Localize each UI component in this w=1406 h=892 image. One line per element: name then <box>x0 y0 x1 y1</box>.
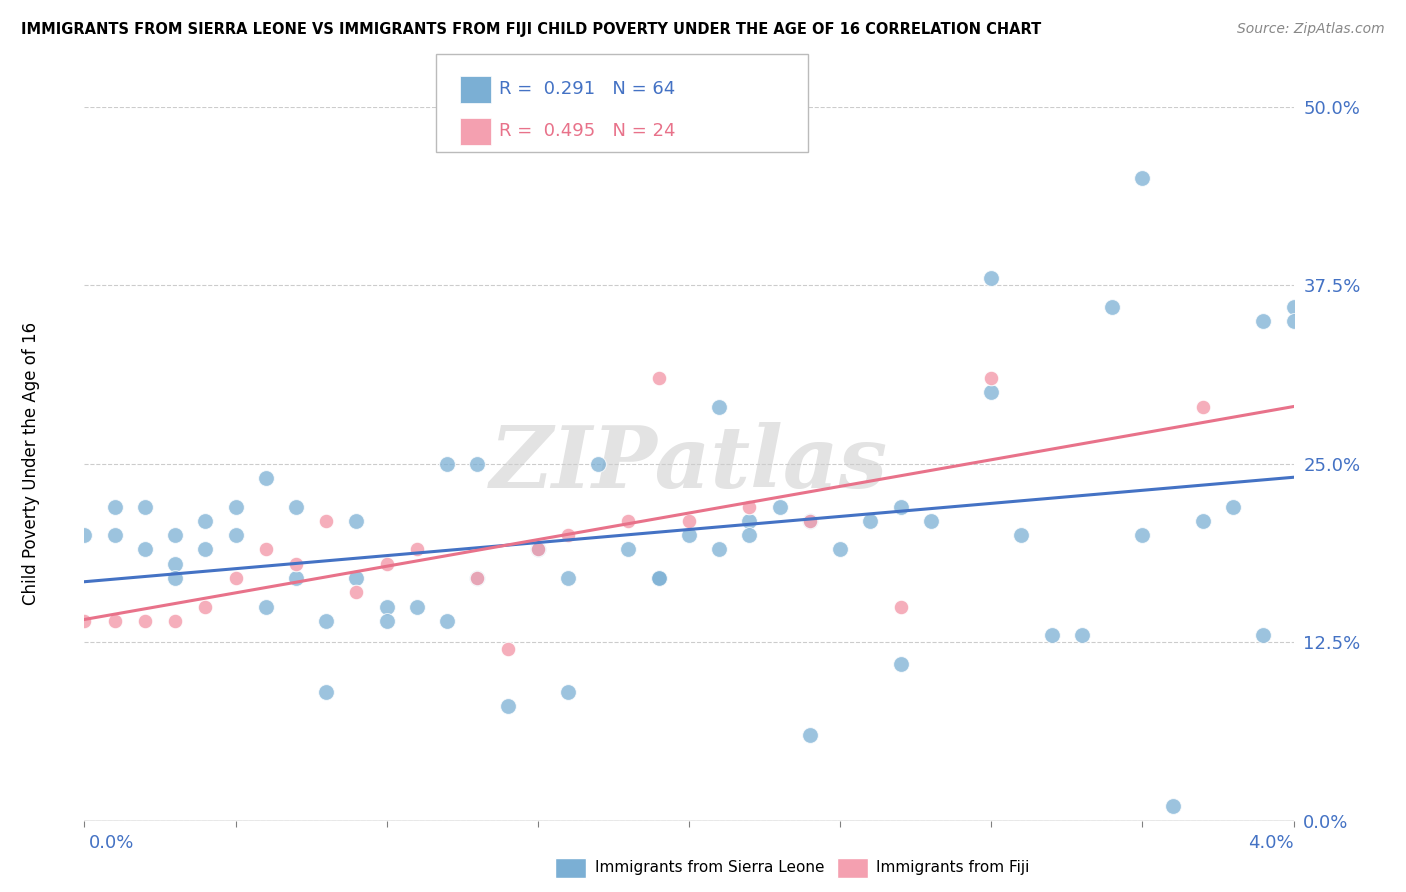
Point <box>467 571 489 585</box>
Point <box>165 571 187 585</box>
Text: R =  0.495   N = 24: R = 0.495 N = 24 <box>499 122 676 140</box>
Point <box>194 542 217 557</box>
Point <box>1282 300 1305 314</box>
Text: IMMIGRANTS FROM SIERRA LEONE VS IMMIGRANTS FROM FIJI CHILD POVERTY UNDER THE AGE: IMMIGRANTS FROM SIERRA LEONE VS IMMIGRAN… <box>21 22 1042 37</box>
Point <box>225 500 247 514</box>
Point <box>134 614 156 628</box>
Point <box>617 514 640 528</box>
Point <box>738 500 761 514</box>
Point <box>467 571 489 585</box>
Point <box>738 528 761 542</box>
Point <box>375 557 398 571</box>
Point <box>496 699 519 714</box>
Point <box>284 557 308 571</box>
Point <box>980 271 1002 285</box>
Text: 4.0%: 4.0% <box>1249 834 1294 852</box>
Point <box>890 599 912 614</box>
Point <box>1132 528 1154 542</box>
Point <box>284 571 308 585</box>
Point <box>254 599 277 614</box>
Point <box>194 514 217 528</box>
Point <box>225 571 247 585</box>
Point <box>315 614 337 628</box>
Point <box>920 514 942 528</box>
Point <box>104 614 127 628</box>
Point <box>315 685 337 699</box>
Point <box>165 528 187 542</box>
Point <box>709 542 731 557</box>
Point <box>406 599 429 614</box>
Point <box>1161 799 1184 814</box>
Point <box>1251 628 1274 642</box>
Point <box>527 542 550 557</box>
Point <box>617 542 640 557</box>
Point <box>346 571 368 585</box>
Text: R =  0.291   N = 64: R = 0.291 N = 64 <box>499 80 675 98</box>
Point <box>406 542 429 557</box>
Text: Child Poverty Under the Age of 16: Child Poverty Under the Age of 16 <box>22 322 39 606</box>
Point <box>375 614 398 628</box>
Point <box>890 657 912 671</box>
Text: Immigrants from Sierra Leone: Immigrants from Sierra Leone <box>595 860 824 874</box>
Point <box>1011 528 1033 542</box>
Point <box>254 542 277 557</box>
Point <box>1101 300 1123 314</box>
Point <box>527 542 550 557</box>
Point <box>1040 628 1063 642</box>
Point <box>165 557 187 571</box>
Point <box>1071 628 1094 642</box>
Point <box>104 500 127 514</box>
Point <box>225 528 247 542</box>
Point <box>315 514 337 528</box>
Point <box>73 528 96 542</box>
Point <box>647 371 671 385</box>
Point <box>104 528 127 542</box>
Point <box>436 457 458 471</box>
Point <box>588 457 610 471</box>
Point <box>467 457 489 471</box>
Point <box>799 514 821 528</box>
Point <box>557 571 579 585</box>
Point <box>1132 171 1154 186</box>
Point <box>284 500 308 514</box>
Point <box>557 685 579 699</box>
Point <box>799 728 821 742</box>
Text: Source: ZipAtlas.com: Source: ZipAtlas.com <box>1237 22 1385 37</box>
Point <box>859 514 882 528</box>
Point <box>375 599 398 614</box>
Point <box>1251 314 1274 328</box>
Point <box>557 528 579 542</box>
Point <box>1192 514 1215 528</box>
Point <box>134 500 156 514</box>
Point <box>678 514 700 528</box>
Point <box>73 614 96 628</box>
Text: 0.0%: 0.0% <box>89 834 134 852</box>
Point <box>346 585 368 599</box>
Point <box>346 514 368 528</box>
Point <box>134 542 156 557</box>
Point <box>194 599 217 614</box>
Point <box>799 514 821 528</box>
Point <box>1192 400 1215 414</box>
Point <box>254 471 277 485</box>
Point <box>496 642 519 657</box>
Point <box>980 385 1002 400</box>
Point <box>830 542 852 557</box>
Point <box>1222 500 1244 514</box>
Point <box>769 500 792 514</box>
Point <box>709 400 731 414</box>
Text: Immigrants from Fiji: Immigrants from Fiji <box>876 860 1029 874</box>
Point <box>890 500 912 514</box>
Point <box>165 614 187 628</box>
Point <box>980 371 1002 385</box>
Point <box>436 614 458 628</box>
Point <box>647 571 671 585</box>
Point <box>527 542 550 557</box>
Text: ZIPatlas: ZIPatlas <box>489 422 889 506</box>
Point <box>738 514 761 528</box>
Point <box>1282 314 1305 328</box>
Point <box>678 528 700 542</box>
Point <box>647 571 671 585</box>
